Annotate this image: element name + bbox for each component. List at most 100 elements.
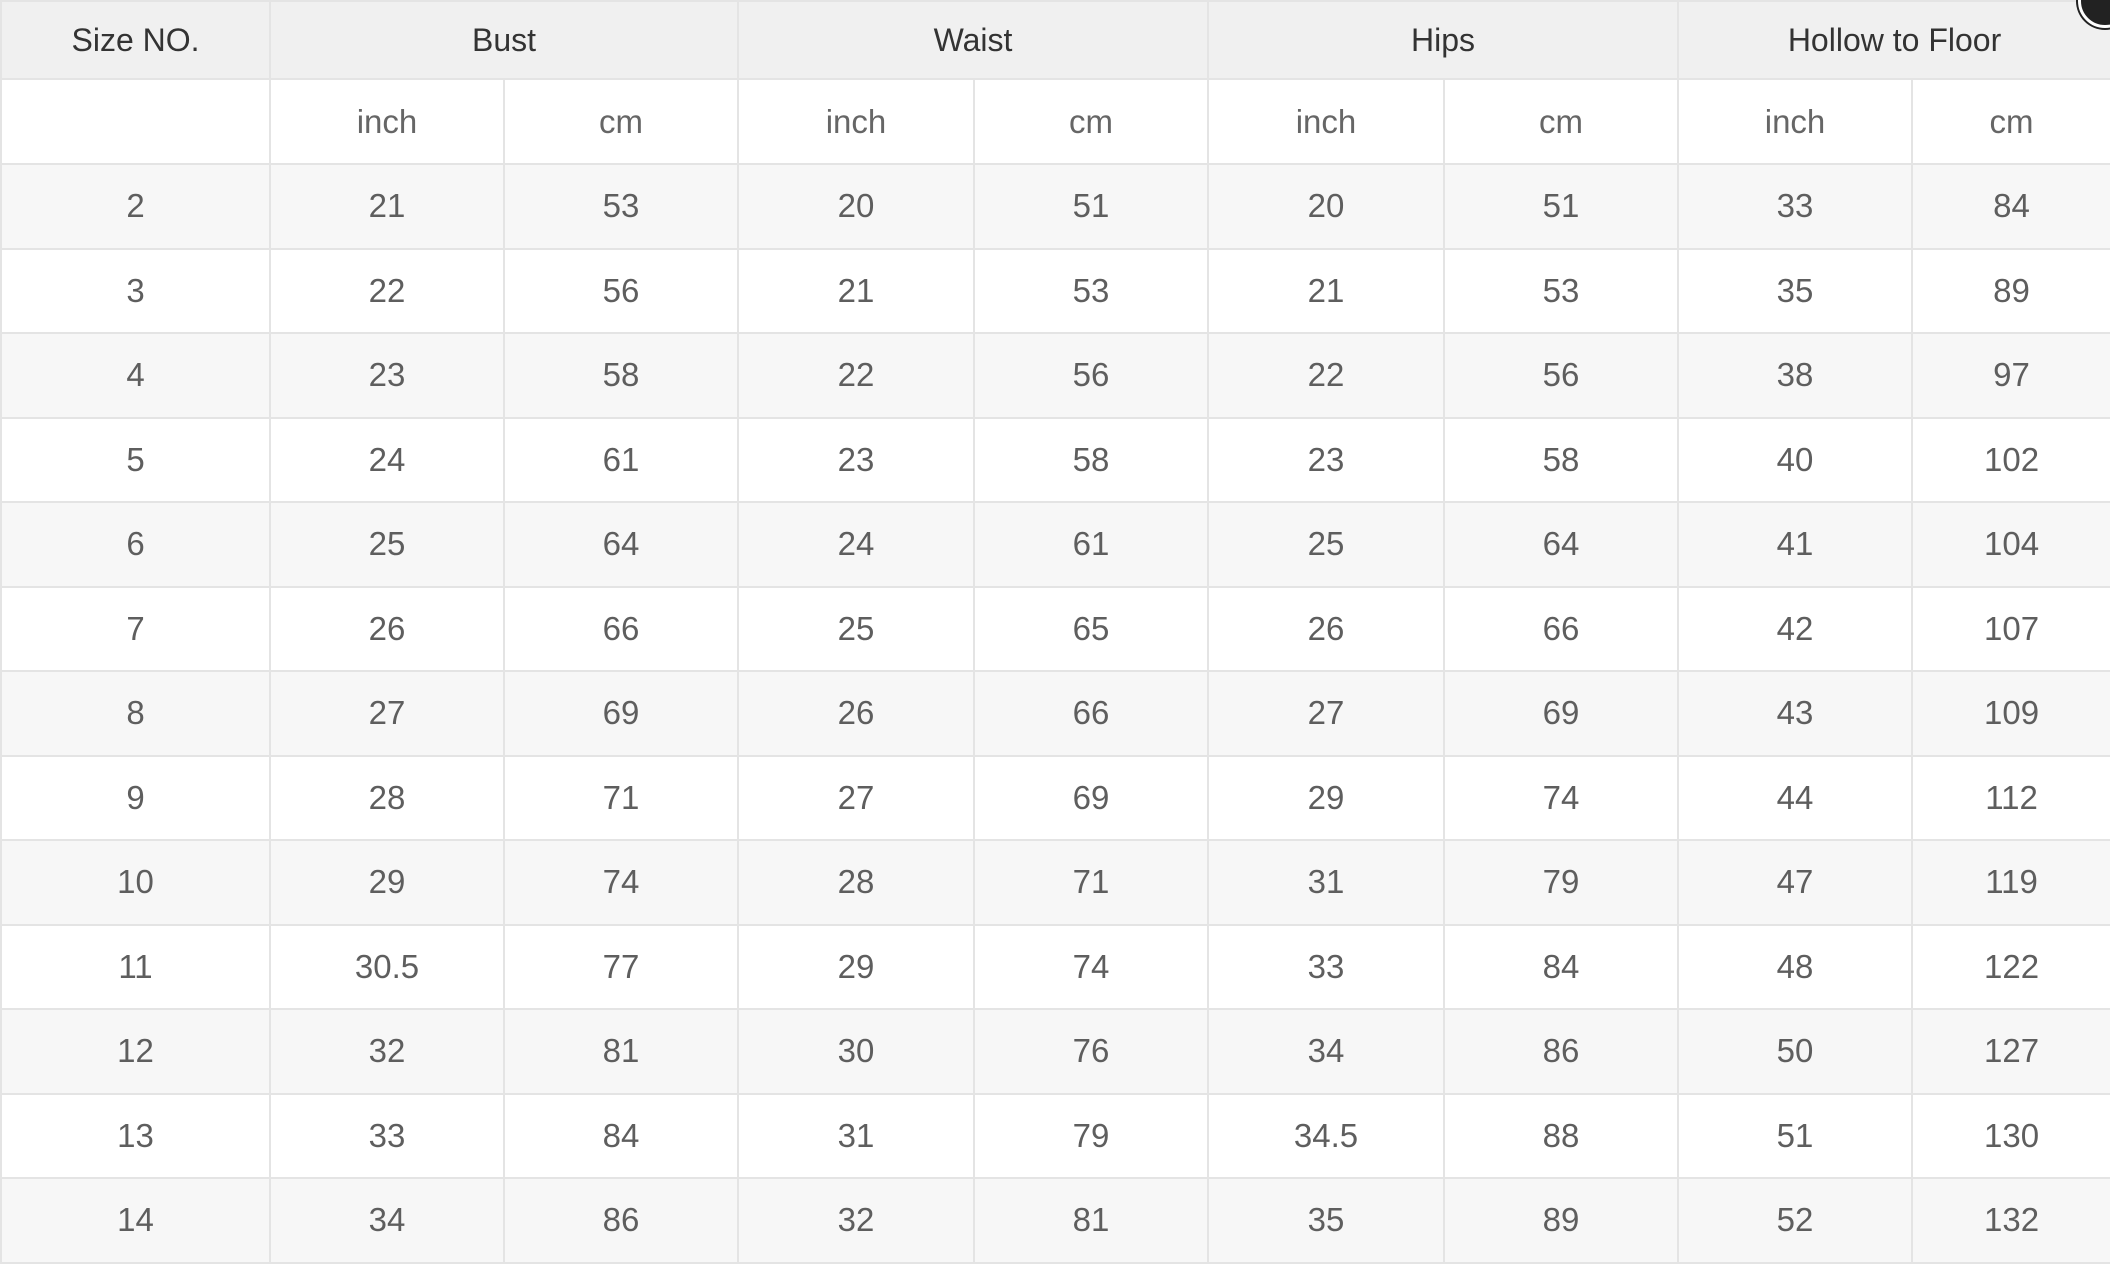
unit-cell: cm <box>1911 78 2110 165</box>
measurement-cell: 23 <box>1207 416 1445 503</box>
measurement-cell: 66 <box>1442 585 1680 672</box>
size-cell: 2 <box>0 163 271 250</box>
measurement-cell: 71 <box>973 839 1209 926</box>
measurement-cell: 88 <box>1442 1092 1680 1179</box>
measurement-cell: 30.5 <box>269 923 505 1010</box>
table-row: 12 32 81 30 76 34 86 50 127 <box>0 1008 2110 1095</box>
measurement-cell: 22 <box>269 247 505 334</box>
measurement-cell: 34 <box>269 1177 505 1264</box>
table-row: 7 26 66 25 65 26 66 42 107 <box>0 585 2110 672</box>
measurement-cell: 34.5 <box>1207 1092 1445 1179</box>
measurement-cell: 32 <box>737 1177 975 1264</box>
measurement-cell: 33 <box>269 1092 505 1179</box>
measurement-cell: 33 <box>1677 163 1914 250</box>
size-cell: 8 <box>0 670 271 757</box>
measurement-cell: 81 <box>503 1008 739 1095</box>
measurement-cell: 26 <box>269 585 505 672</box>
measurement-cell: 21 <box>737 247 975 334</box>
measurement-cell: 53 <box>973 247 1209 334</box>
unit-cell: inch <box>269 78 505 165</box>
measurement-cell: 89 <box>1911 247 2110 334</box>
measurement-cell: 64 <box>1442 501 1680 588</box>
size-cell: 6 <box>0 501 271 588</box>
measurement-cell: 41 <box>1677 501 1914 588</box>
measurement-cell: 33 <box>1207 923 1445 1010</box>
measurement-cell: 28 <box>737 839 975 926</box>
table-row: 10 29 74 28 71 31 79 47 119 <box>0 839 2110 926</box>
measurement-cell: 27 <box>737 754 975 841</box>
measurement-cell: 47 <box>1677 839 1914 926</box>
measurement-cell: 64 <box>503 501 739 588</box>
table-row: 11 30.5 77 29 74 33 84 48 122 <box>0 923 2110 1010</box>
measurement-cell: 51 <box>1677 1092 1914 1179</box>
measurement-cell: 112 <box>1911 754 2110 841</box>
unit-cell: cm <box>1442 78 1680 165</box>
unit-empty <box>0 78 271 165</box>
measurement-cell: 28 <box>269 754 505 841</box>
measurement-cell: 42 <box>1677 585 1914 672</box>
size-cell: 3 <box>0 247 271 334</box>
measurement-cell: 74 <box>1442 754 1680 841</box>
table-row: 14 34 86 32 81 35 89 52 132 <box>0 1177 2110 1264</box>
table-row: 9 28 71 27 69 29 74 44 112 <box>0 754 2110 841</box>
header-bust: Bust <box>269 0 739 80</box>
measurement-cell: 21 <box>269 163 505 250</box>
measurement-cell: 58 <box>1442 416 1680 503</box>
measurement-cell: 66 <box>503 585 739 672</box>
unit-cell: cm <box>973 78 1209 165</box>
measurement-cell: 109 <box>1911 670 2110 757</box>
measurement-cell: 44 <box>1677 754 1914 841</box>
measurement-cell: 58 <box>973 416 1209 503</box>
table-row: 5 24 61 23 58 23 58 40 102 <box>0 416 2110 503</box>
header-row: Size NO. Bust Waist Hips Hollow to Floor <box>0 0 2110 80</box>
measurement-cell: 127 <box>1911 1008 2110 1095</box>
measurement-cell: 66 <box>973 670 1209 757</box>
unit-cell: inch <box>1207 78 1445 165</box>
measurement-cell: 102 <box>1911 416 2110 503</box>
measurement-cell: 104 <box>1911 501 2110 588</box>
measurement-cell: 35 <box>1677 247 1914 334</box>
measurement-cell: 25 <box>269 501 505 588</box>
measurement-cell: 69 <box>973 754 1209 841</box>
measurement-cell: 69 <box>1442 670 1680 757</box>
measurement-cell: 61 <box>973 501 1209 588</box>
measurement-cell: 122 <box>1911 923 2110 1010</box>
measurement-cell: 24 <box>269 416 505 503</box>
header-hollow-to-floor: Hollow to Floor <box>1677 0 2110 80</box>
header-size: Size NO. <box>0 0 271 80</box>
table-row: 8 27 69 26 66 27 69 43 109 <box>0 670 2110 757</box>
measurement-cell: 79 <box>1442 839 1680 926</box>
measurement-cell: 74 <box>503 839 739 926</box>
measurement-cell: 24 <box>737 501 975 588</box>
measurement-cell: 65 <box>973 585 1209 672</box>
measurement-cell: 31 <box>737 1092 975 1179</box>
size-cell: 4 <box>0 332 271 419</box>
size-cell: 12 <box>0 1008 271 1095</box>
measurement-cell: 21 <box>1207 247 1445 334</box>
table-row: 4 23 58 22 56 22 56 38 97 <box>0 332 2110 419</box>
measurement-cell: 30 <box>737 1008 975 1095</box>
measurement-cell: 51 <box>1442 163 1680 250</box>
measurement-cell: 38 <box>1677 332 1914 419</box>
measurement-cell: 40 <box>1677 416 1914 503</box>
measurement-cell: 53 <box>1442 247 1680 334</box>
measurement-cell: 20 <box>1207 163 1445 250</box>
measurement-cell: 84 <box>1911 163 2110 250</box>
measurement-cell: 25 <box>737 585 975 672</box>
measurement-cell: 23 <box>737 416 975 503</box>
measurement-cell: 23 <box>269 332 505 419</box>
measurement-cell: 20 <box>737 163 975 250</box>
measurement-cell: 22 <box>1207 332 1445 419</box>
size-cell: 14 <box>0 1177 271 1264</box>
table-row: 3 22 56 21 53 21 53 35 89 <box>0 247 2110 334</box>
measurement-cell: 31 <box>1207 839 1445 926</box>
measurement-cell: 29 <box>1207 754 1445 841</box>
measurement-cell: 77 <box>503 923 739 1010</box>
measurement-cell: 56 <box>503 247 739 334</box>
measurement-cell: 58 <box>503 332 739 419</box>
table-row: 13 33 84 31 79 34.5 88 51 130 <box>0 1092 2110 1179</box>
measurement-cell: 79 <box>973 1092 1209 1179</box>
measurement-cell: 25 <box>1207 501 1445 588</box>
measurement-cell: 22 <box>737 332 975 419</box>
table-row: 2 21 53 20 51 20 51 33 84 <box>0 163 2110 250</box>
